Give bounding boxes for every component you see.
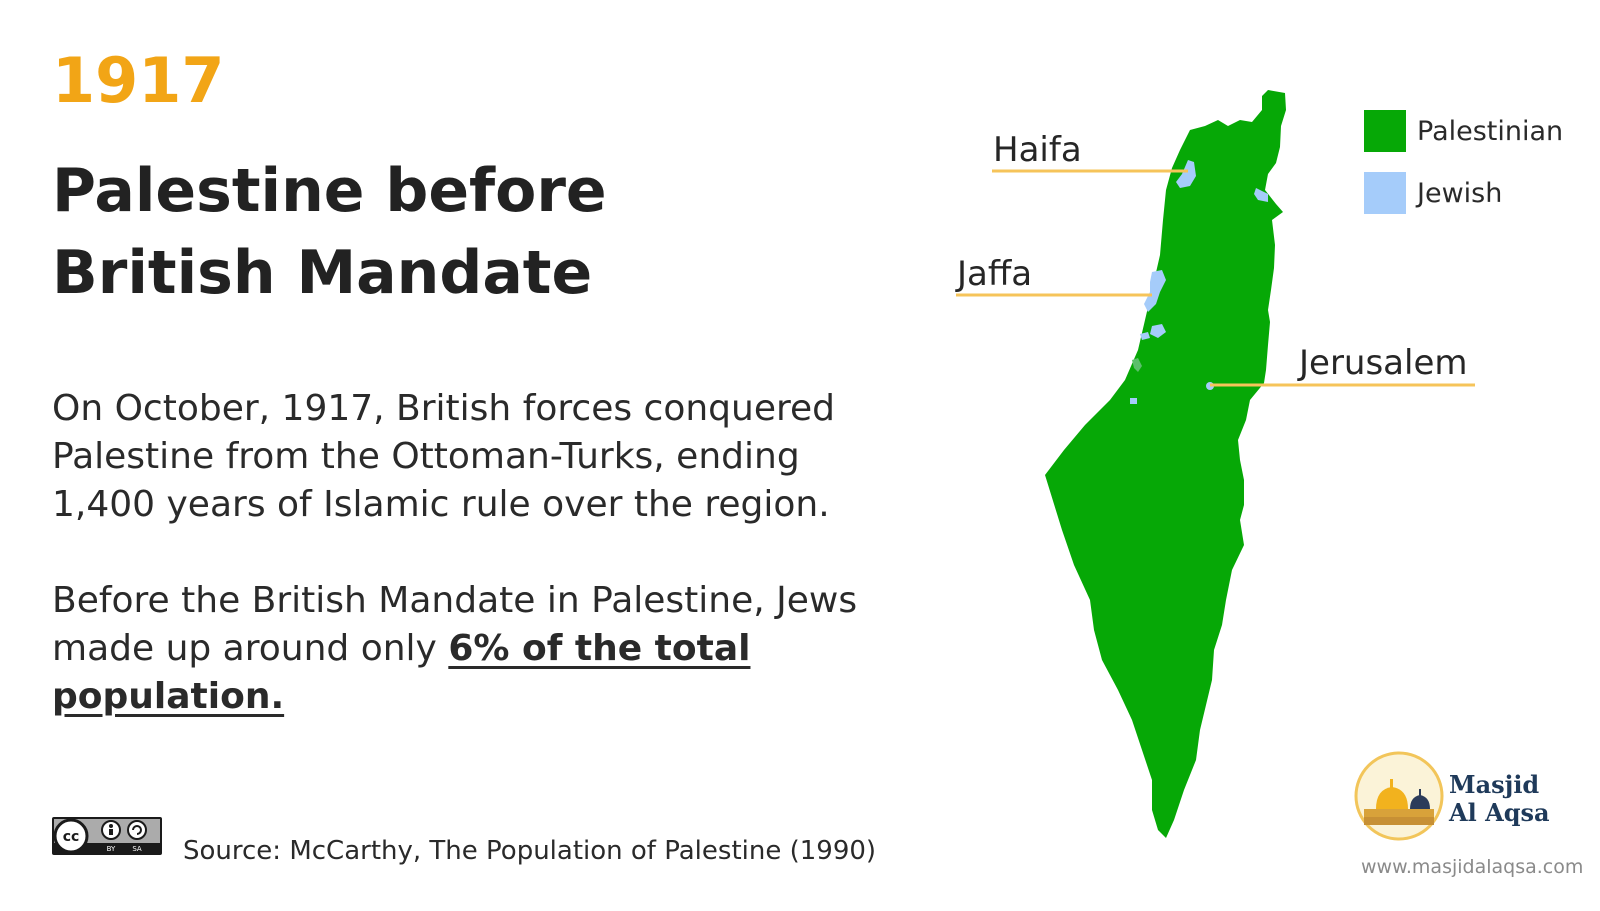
- year-heading: 1917: [52, 44, 225, 117]
- legend-swatch-palestinian: [1364, 110, 1406, 152]
- cc-by-sa-icon: cc BY SA: [52, 817, 162, 855]
- masjid-al-aqsa-logo: [1354, 751, 1584, 843]
- paragraph-population-text: Before the British Mandate in Palestine,…: [52, 580, 858, 669]
- website-link[interactable]: www.masjidalaqsa.com: [1361, 856, 1584, 878]
- dome-of-the-rock-icon: [1354, 751, 1444, 841]
- jewish-settlements: [1130, 160, 1268, 404]
- logo-line-1: Masjid: [1449, 770, 1540, 799]
- body-text: On October, 1917, British forces conquer…: [52, 385, 892, 721]
- logo-line-2: Al Aqsa: [1449, 798, 1550, 827]
- paragraph-population: Before the British Mandate in Palestine,…: [52, 577, 892, 721]
- city-label-haifa: Haifa: [993, 130, 1082, 170]
- page-title: Palestine before British Mandate: [52, 150, 607, 314]
- title-line-1: Palestine before: [52, 156, 607, 226]
- palestinian-land-region: [1045, 90, 1286, 838]
- title-line-2: British Mandate: [52, 238, 593, 308]
- city-label-jaffa: Jaffa: [957, 254, 1033, 294]
- license-by-label: BY: [107, 845, 116, 853]
- city-leader-lines: [956, 169, 1475, 387]
- svg-text:cc: cc: [63, 829, 80, 845]
- logo-wordmark: Masjid Al Aqsa: [1449, 771, 1550, 827]
- legend-label-jewish: Jewish: [1417, 178, 1503, 209]
- source-citation: Source: McCarthy, The Population of Pale…: [183, 836, 877, 866]
- paragraph-conquest: On October, 1917, British forces conquer…: [52, 388, 835, 525]
- legend-swatch-jewish: [1364, 172, 1406, 214]
- legend-label-palestinian: Palestinian: [1417, 116, 1564, 147]
- city-label-jerusalem: Jerusalem: [1299, 343, 1468, 383]
- population-emphasis: 6% of the total population.: [52, 628, 751, 717]
- license-sa-label: SA: [132, 845, 142, 853]
